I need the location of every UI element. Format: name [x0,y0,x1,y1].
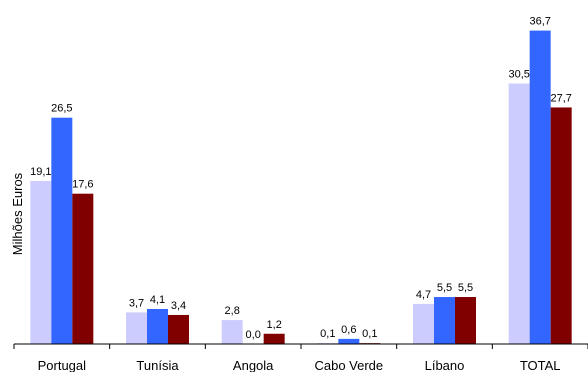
bar-líbano-series-1 [413,303,434,344]
bar-portugal-series-3 [72,193,94,344]
x-tick-label: Cabo Verde [314,358,383,372]
x-tick-label: Angola [233,358,274,372]
x-tick-label: Tunísia [136,358,179,372]
bar-angola-series-1 [221,320,243,344]
data-label: 27,7 [550,92,571,104]
bar-total-series-3 [550,107,572,344]
data-label: 0,1 [320,328,335,340]
x-ticks-group [13,344,588,349]
bar-tunísia-series-3 [168,314,189,344]
data-label: 4,7 [416,289,431,301]
data-label: 0,6 [341,324,356,336]
data-label: 5,5 [458,282,473,294]
bars-group [30,30,572,344]
bar-portugal-series-1 [30,180,52,344]
y-axis-title: Milhões Euros [10,172,25,255]
x-tick-labels-group: Portugal Tunísia Angola Cabo Verde Líbano TOT… [38,358,561,372]
bar-líbano-series-2 [434,297,455,344]
x-tick-label: TOTAL [520,358,561,372]
bar-total-series-2 [529,30,551,344]
bar-total-series-1 [508,83,530,344]
data-label: 0,1 [362,328,377,340]
bar-tunísia-series-2 [147,308,168,344]
data-label: 26,5 [51,103,72,115]
bar-cabo-verde-series-2 [338,338,360,344]
data-label: 19,1 [30,166,51,178]
bar-angola-series-3 [263,333,285,344]
data-label: 30,5 [508,69,529,81]
data-label: 1,2 [267,319,282,331]
bar-líbano-series-3 [455,297,476,344]
data-label: 17,6 [72,179,93,191]
x-tick-label: Portugal [38,358,87,372]
data-label: 3,4 [171,300,186,312]
data-label: 36,7 [529,16,550,28]
data-label: 4,1 [150,294,165,306]
data-label: 3,7 [129,297,144,309]
bar-tunísia-series-1 [126,312,147,344]
bar-portugal-series-2 [51,117,73,344]
data-label: 5,5 [437,282,452,294]
x-tick-label: Líbano [425,358,465,372]
data-labels-group: 19,1 26,5 17,6 3,7 4,1 3,4 2,8 0,0 1,2 0,1 0,6 0,1 4… [30,16,572,341]
data-label: 0,0 [246,329,261,341]
data-label: 2,8 [225,305,240,317]
